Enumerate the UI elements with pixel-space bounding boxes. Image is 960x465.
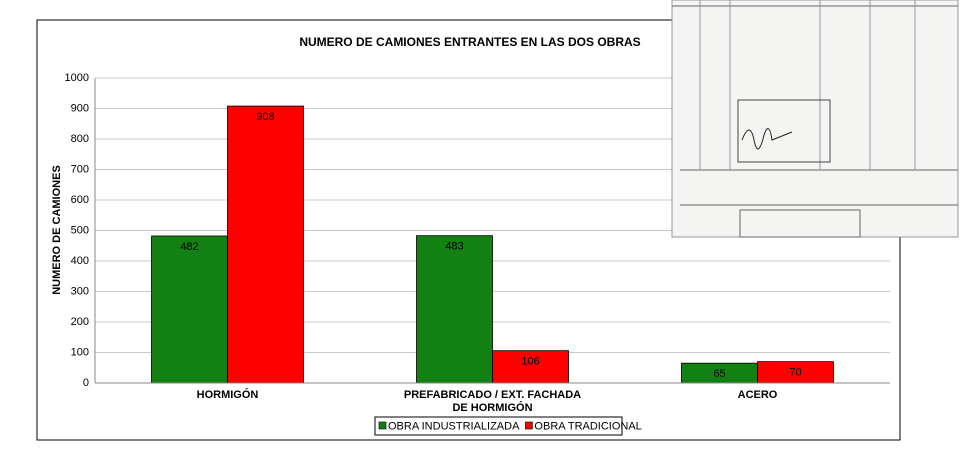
y-tick-label: 500	[71, 224, 89, 236]
y-tick-label: 900	[71, 102, 89, 114]
y-tick-label: 100	[71, 346, 89, 358]
data-label: 70	[789, 367, 801, 379]
bar	[151, 235, 228, 384]
y-tick-label: 1000	[65, 72, 89, 84]
x-tick-label: ACERO	[737, 389, 778, 401]
data-label: 106	[521, 356, 539, 368]
x-tick-label: PREFABRICADO / EXT. FACHADA DE HORMIGÓN	[403, 389, 582, 414]
data-label: 65	[713, 368, 725, 380]
data-label: 908	[256, 111, 274, 123]
y-tick-label: 300	[71, 285, 89, 297]
bar	[227, 105, 304, 384]
data-label: 483	[445, 241, 463, 253]
legend-swatch	[525, 421, 533, 430]
y-tick-label: 600	[71, 194, 89, 206]
legend-swatch	[378, 421, 387, 430]
legend-label: OBRA TRADICIONAL	[534, 420, 641, 432]
y-tick-label: 0	[83, 377, 89, 389]
y-axis-label: NUMERO DE CAMIONES	[51, 165, 63, 295]
bar	[492, 350, 569, 384]
y-tick-label: 800	[71, 133, 89, 145]
y-tick-label: 700	[71, 163, 89, 175]
y-tick-label: 400	[71, 255, 89, 267]
bar	[416, 235, 493, 384]
legend-label: OBRA INDUSTRIALIZADA	[388, 420, 520, 432]
data-label: 482	[180, 241, 198, 253]
x-tick-label: HORMIGÓN	[196, 389, 259, 401]
y-tick-label: 200	[71, 316, 89, 328]
legend	[374, 416, 623, 436]
chart-title: NUMERO DE CAMIONES ENTRANTES EN LAS DOS …	[299, 35, 640, 49]
